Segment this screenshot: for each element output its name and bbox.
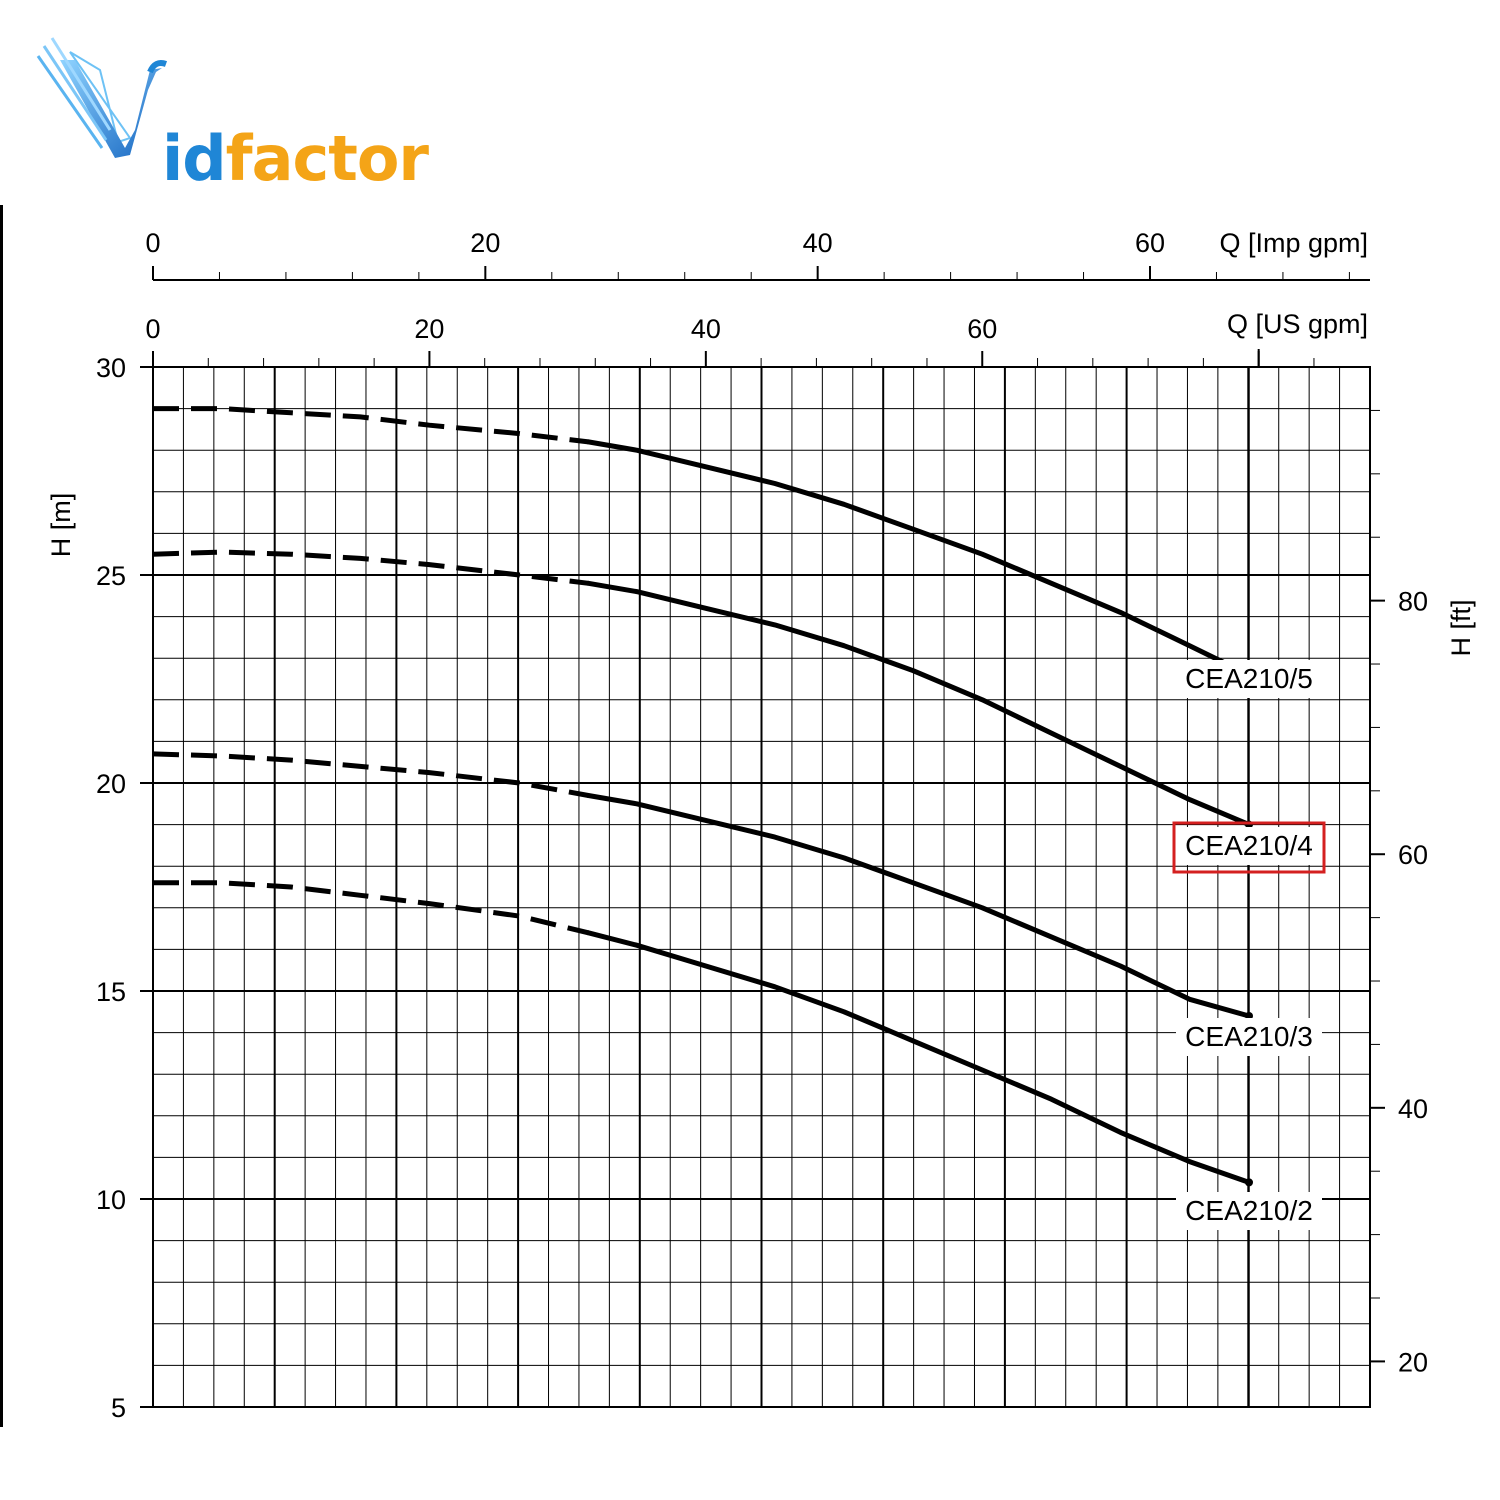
y-right-tick-label: 40 xyxy=(1398,1094,1428,1124)
series-curve-dashed xyxy=(153,880,589,936)
logo-wordmark: idfactor xyxy=(162,128,429,190)
series-end-point xyxy=(1245,1011,1253,1020)
series-curve-dashed xyxy=(152,549,589,586)
x-top-axis-label: Q [Imp gpm] xyxy=(1219,228,1368,258)
y-axis-label: H [m] xyxy=(46,493,76,558)
logo-text-factor: factor xyxy=(225,122,429,195)
x-us-tick-label: 60 xyxy=(967,314,997,344)
logo-swoosh-icon xyxy=(36,37,168,158)
labels: Q [Imp gpm] Q [US gpm] H [m] H [ft] CEA210/5… xyxy=(46,228,1476,1230)
series-label: CEA210/3 xyxy=(1185,1021,1313,1052)
logo: idfactor xyxy=(30,30,429,190)
series-curve-dashed xyxy=(152,751,589,798)
x-imp-tick-label: 60 xyxy=(1135,228,1165,258)
x-us-tick-label: 0 xyxy=(145,314,160,344)
x-imp-tick-label: 40 xyxy=(803,228,833,258)
x-us-tick-label: 40 xyxy=(691,314,721,344)
series-label-bg xyxy=(1176,827,1322,865)
x-us-tick-label: 20 xyxy=(414,314,444,344)
x-imp-tick-label: 0 xyxy=(145,228,160,258)
y-tick-label: 15 xyxy=(96,977,126,1007)
series-label-bg xyxy=(1176,1192,1322,1230)
y-tick-label: 30 xyxy=(96,353,126,383)
series-label-bg xyxy=(1176,660,1322,698)
y-tick-label: 5 xyxy=(111,1393,126,1423)
series-curve-dashed xyxy=(153,406,589,445)
ticks: 5 10 15 20 25 30 20 40 60 80 0 20 40 60 0 20 40 60 xyxy=(96,228,1428,1423)
series-end-point xyxy=(1245,1178,1253,1187)
x-axis-label: Q [US gpm] xyxy=(1227,309,1368,339)
y-right-axis-label: H [ft] xyxy=(1446,599,1476,656)
series-label: CEA210/4 xyxy=(1185,830,1313,861)
logo-text-id: id xyxy=(162,122,227,195)
series-label: CEA210/5 xyxy=(1185,663,1313,694)
series-label: CEA210/2 xyxy=(1185,1195,1313,1226)
series-curve-solid xyxy=(585,793,1252,1019)
x-imp-tick-label: 20 xyxy=(470,228,500,258)
series-layer xyxy=(152,406,1253,1187)
series-curve-solid xyxy=(585,580,1252,828)
y-right-tick-label: 80 xyxy=(1398,587,1428,617)
series-curve-solid xyxy=(585,439,1252,678)
y-right-tick-label: 20 xyxy=(1398,1347,1428,1377)
series-label-highlight-box xyxy=(1172,821,1326,874)
series-label-bg xyxy=(1176,1018,1322,1056)
y-tick-label: 20 xyxy=(96,769,126,799)
y-right-tick-label: 60 xyxy=(1398,840,1428,870)
y-tick-label: 10 xyxy=(96,1185,126,1215)
left-border-line xyxy=(0,205,3,1427)
y-tick-label: 25 xyxy=(96,561,126,591)
series-curve-solid xyxy=(585,930,1252,1185)
